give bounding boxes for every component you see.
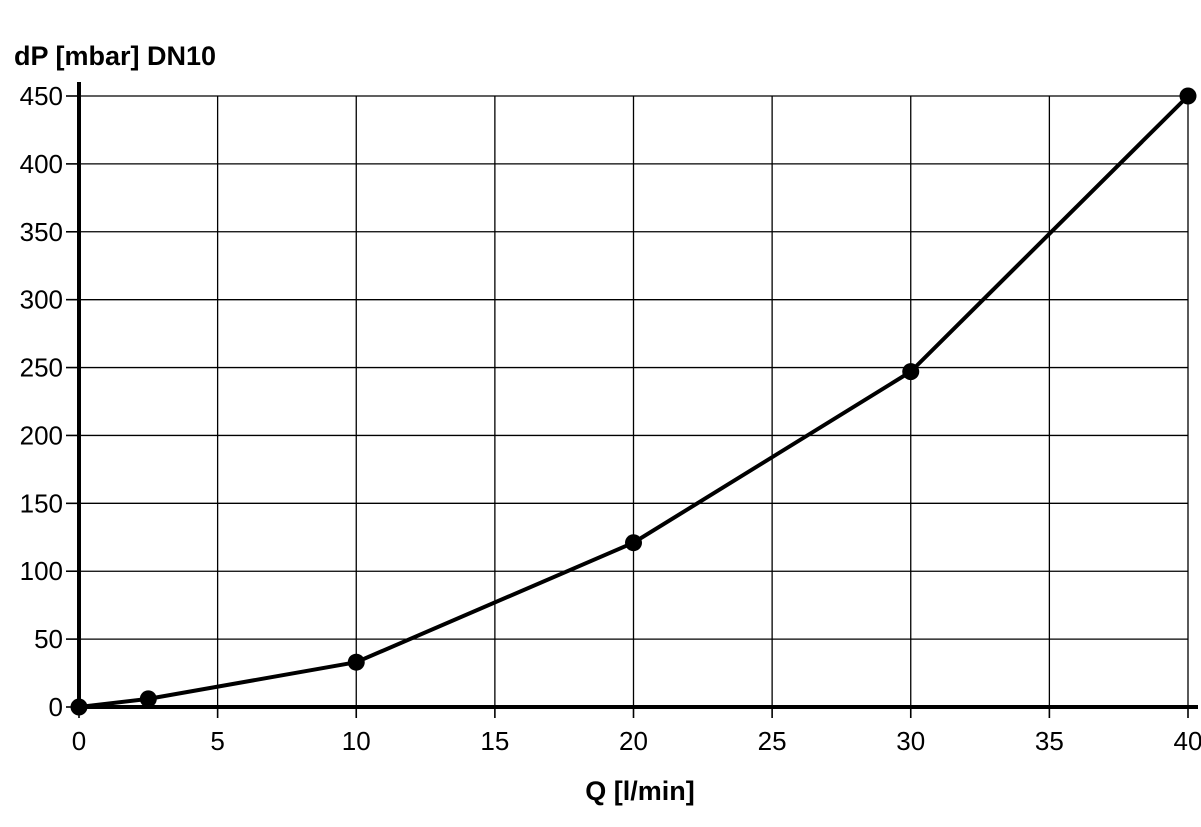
x-tick-label: 5: [210, 726, 224, 756]
y-tick-label: 200: [20, 420, 63, 450]
y-tick-label: 50: [34, 624, 63, 654]
y-tick-label: 300: [20, 285, 63, 315]
y-tick-label: 250: [20, 353, 63, 383]
x-tick-label: 25: [758, 726, 787, 756]
data-point: [70, 698, 88, 716]
axes: [77, 82, 1198, 709]
x-tick-label: 15: [480, 726, 509, 756]
x-axis-title: Q [l/min]: [585, 776, 695, 806]
data-point: [347, 653, 365, 671]
x-tick-label: 20: [619, 726, 648, 756]
y-tick-label: 350: [20, 217, 63, 247]
tick-labels: 0 50 100 150 200 250 300 350 400 450 0 5 10 15 20 25 30 3…: [20, 81, 1201, 756]
series-line: [78, 94, 1190, 709]
y-tick-label: 100: [20, 556, 63, 586]
y-tick-label: 0: [49, 692, 63, 722]
data-point: [1179, 87, 1197, 105]
y-tick-label: 400: [20, 149, 63, 179]
y-axis-title: dP [mbar] DN10: [14, 41, 216, 71]
series: [70, 87, 1197, 716]
x-tick-label: 30: [896, 726, 925, 756]
grid: [79, 95, 1189, 707]
x-tick-label: 35: [1035, 726, 1064, 756]
data-point: [902, 363, 920, 381]
x-tick-label: 40: [1174, 726, 1201, 756]
y-tick-label: 150: [20, 488, 63, 518]
x-tick-label: 0: [72, 726, 86, 756]
y-tick-label: 450: [20, 81, 63, 111]
x-tick-label: 10: [342, 726, 371, 756]
data-point: [625, 534, 642, 552]
data-point: [139, 690, 157, 708]
